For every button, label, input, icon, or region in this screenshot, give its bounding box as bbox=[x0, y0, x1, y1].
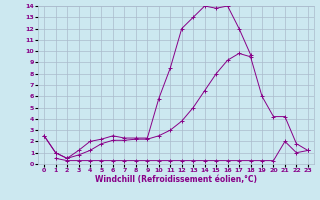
X-axis label: Windchill (Refroidissement éolien,°C): Windchill (Refroidissement éolien,°C) bbox=[95, 175, 257, 184]
